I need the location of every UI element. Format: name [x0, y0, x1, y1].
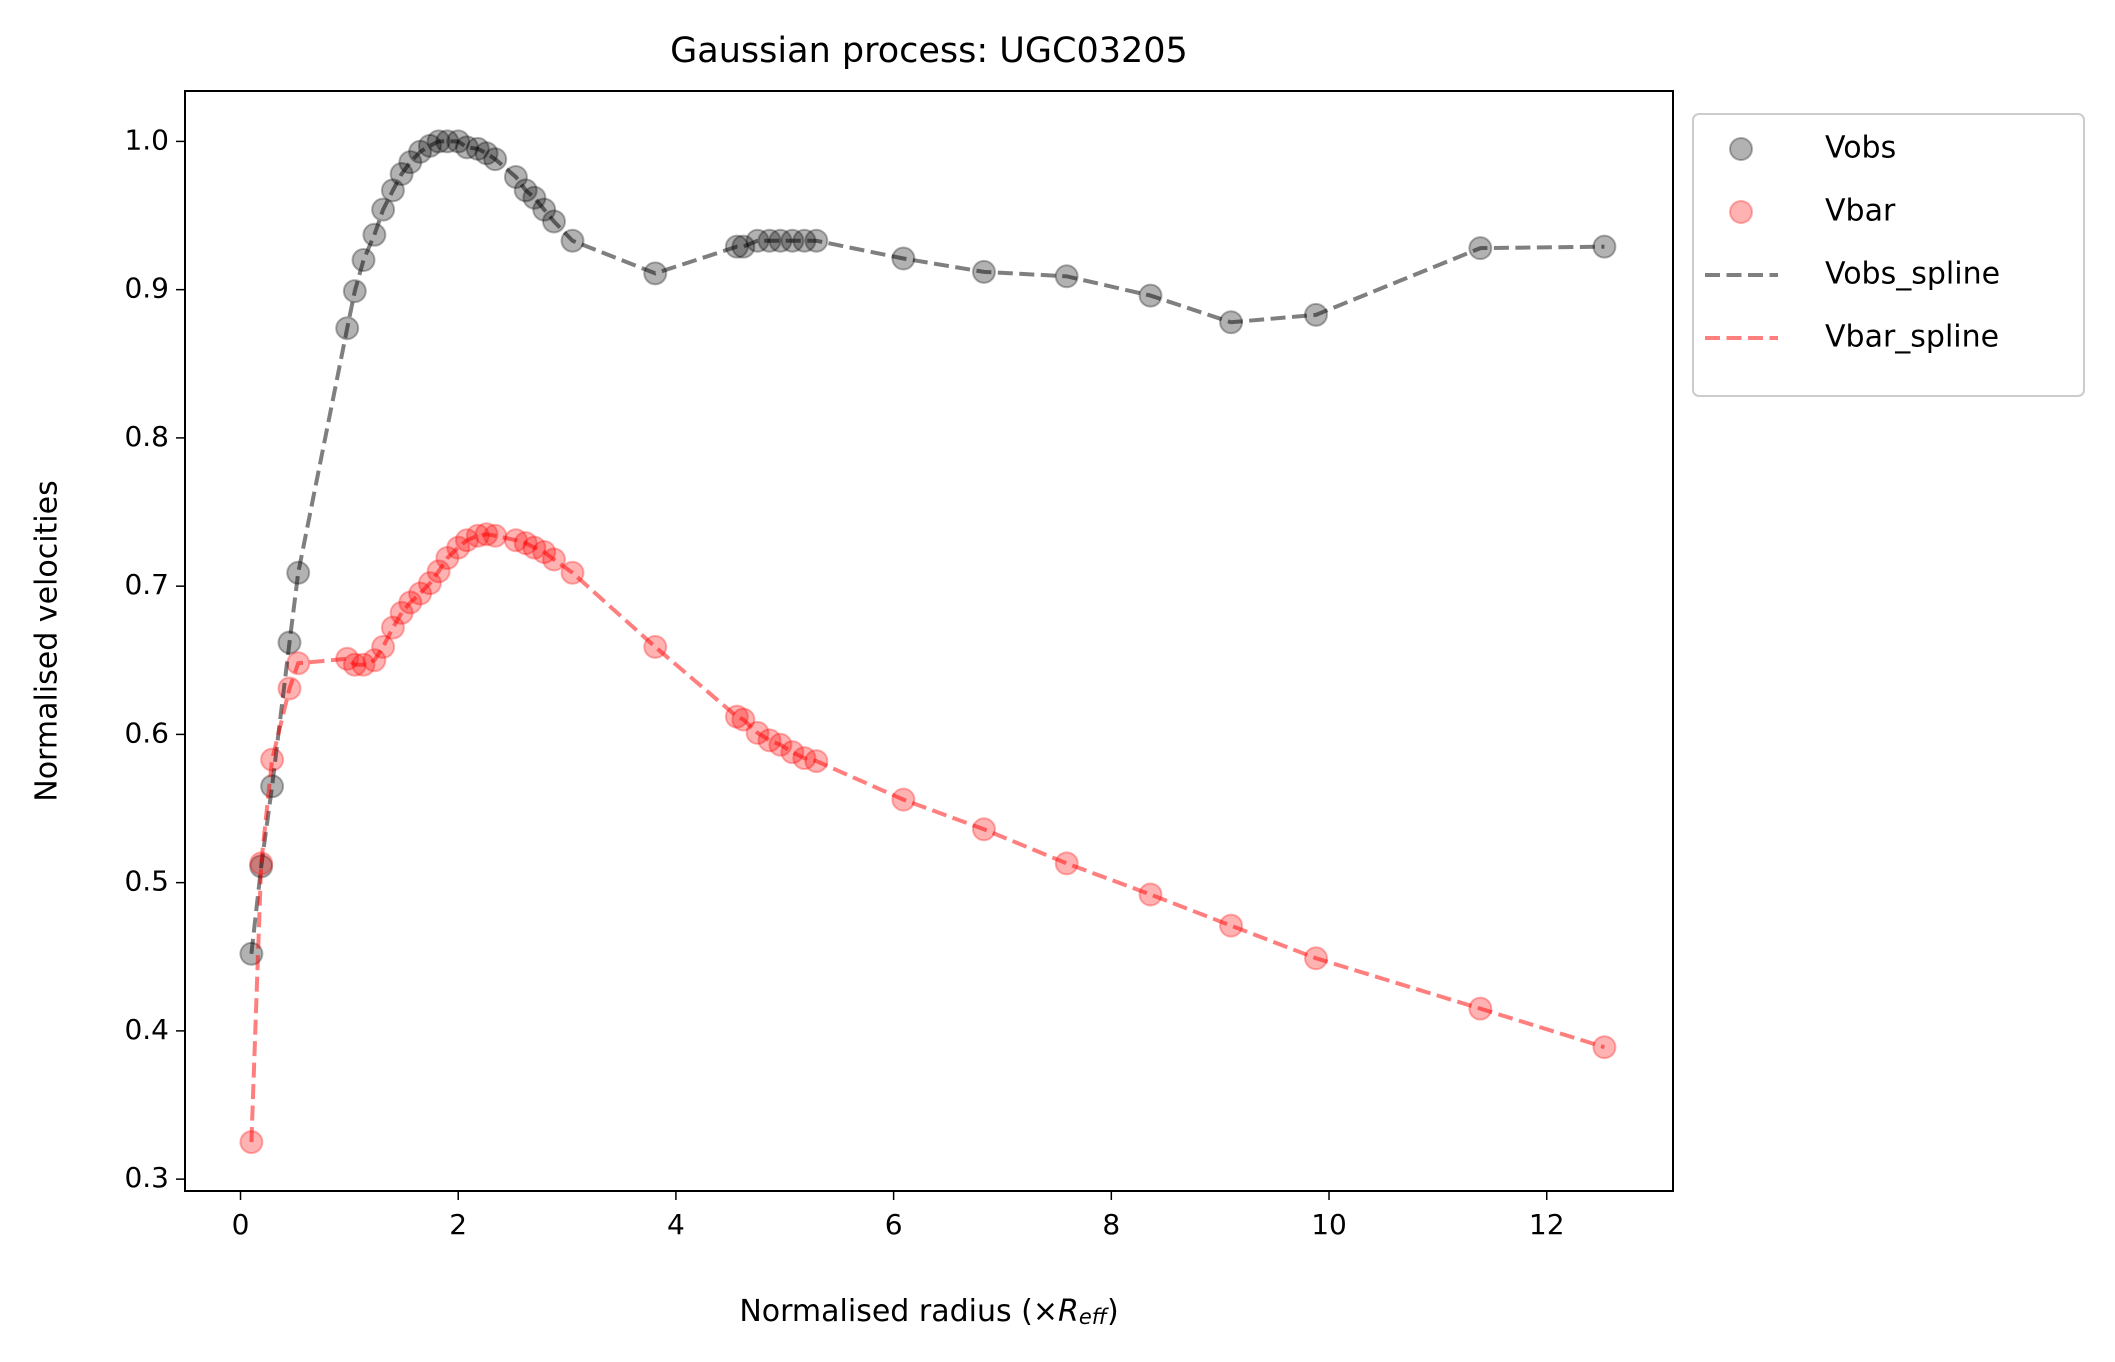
plot-frame [184, 90, 1674, 1192]
y-axis-label: Normalised velocities [30, 480, 65, 801]
data-point [362, 222, 387, 247]
legend-label: Vbar [1825, 194, 1896, 229]
y-tick-label: 0.6 [124, 716, 169, 749]
spline-line [249, 139, 1605, 955]
y-tick-label: 0.3 [124, 1161, 169, 1194]
x-tick-label: 0 [232, 1208, 250, 1241]
data-point [351, 248, 376, 273]
data-point [1219, 913, 1244, 938]
y-tick-label: 0.7 [124, 568, 169, 601]
x-label-text: Normalised radius (× [739, 1294, 1058, 1329]
x-label-symbol: R [1058, 1294, 1079, 1329]
x-axis-label: Normalised radius (×Reff) [739, 1294, 1118, 1330]
x-tick-label: 12 [1529, 1208, 1565, 1241]
x-tick-label: 10 [1311, 1208, 1347, 1241]
legend-marker [1729, 200, 1753, 224]
data-point [1138, 882, 1163, 907]
y-tick-label: 0.9 [124, 272, 169, 305]
y-tick-label: 0.8 [124, 420, 169, 453]
chart-title: Gaussian process: UGC03205 [670, 31, 1188, 71]
x-label-close: ) [1107, 1294, 1119, 1329]
y-tick-label: 0.4 [124, 1013, 169, 1046]
legend-label: Vobs_spline [1825, 257, 2000, 292]
legend-box [1692, 113, 2085, 397]
spline-line [249, 532, 1606, 1143]
legend-label: Vbar_spline [1825, 320, 1999, 355]
x-label-subscript: eff [1079, 1305, 1110, 1329]
x-tick-label: 2 [449, 1208, 467, 1241]
x-tick-label: 6 [885, 1208, 903, 1241]
legend-marker [1729, 137, 1753, 161]
data-point [1592, 234, 1617, 259]
y-tick-label: 0.5 [124, 865, 169, 898]
legend-label: Vobs [1825, 131, 1896, 166]
y-tick-label: 1.0 [124, 123, 169, 156]
data-point [1054, 851, 1079, 876]
data-point [1592, 1035, 1617, 1060]
x-tick-label: 4 [667, 1208, 685, 1241]
x-tick-label: 8 [1102, 1208, 1120, 1241]
